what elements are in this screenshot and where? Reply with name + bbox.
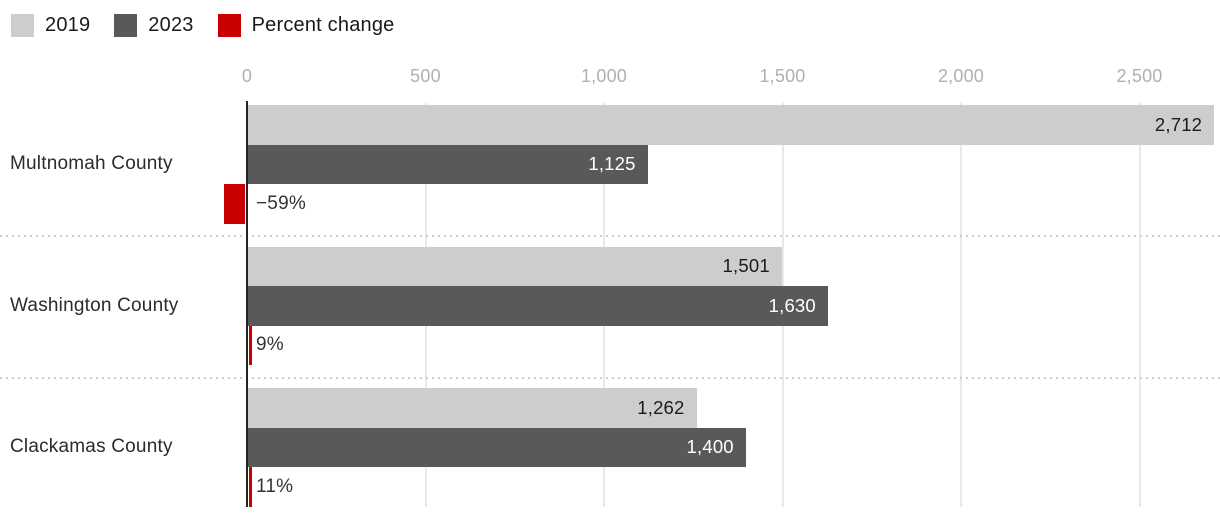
bar-percent-change-multnomah-county <box>224 184 246 224</box>
percent-change-label: 9% <box>256 334 284 356</box>
bar-2023-multnomah-county: 1,125 <box>246 144 648 184</box>
category-label: Multnomah County <box>10 153 173 175</box>
legend: 2019 2023 Percent change <box>11 14 395 37</box>
legend-label-2019: 2019 <box>45 14 91 36</box>
x-tick-label: 2,500 <box>1116 66 1163 86</box>
x-tick-label: 1,500 <box>759 66 806 86</box>
legend-label-2023: 2023 <box>148 14 194 36</box>
legend-swatch-2023 <box>114 14 138 37</box>
row-separator <box>0 376 1220 379</box>
legend-item-2023: 2023 <box>114 14 193 37</box>
value-label-2019: 2,712 <box>1154 113 1203 135</box>
legend-label-percent-change: Percent change <box>251 14 395 36</box>
category-label: Clackamas County <box>10 436 173 458</box>
value-label-2019: 1,262 <box>637 396 685 418</box>
x-tick-label: 0 <box>241 66 253 86</box>
row-separator <box>0 235 1220 237</box>
gridline-2,000 <box>960 103 962 507</box>
bar-percent-change-washington-county <box>248 325 252 365</box>
percent-change-label: 11% <box>256 475 294 497</box>
value-label-2019: 1,501 <box>722 255 770 277</box>
bar-percent-change-clackamas-county <box>248 467 253 507</box>
zero-axis-line <box>245 101 248 507</box>
category-label: Washington County <box>10 294 179 316</box>
bar-2019-clackamas-county: 1,262 <box>246 388 697 428</box>
legend-swatch-percent-change <box>217 14 241 37</box>
legend-swatch-2019 <box>11 14 34 37</box>
bar-2023-clackamas-county: 1,400 <box>246 427 746 467</box>
bar-2019-multnomah-county: 2,712 <box>246 105 1215 145</box>
bar-2023-washington-county: 1,630 <box>246 286 828 326</box>
value-label-2023: 1,630 <box>768 294 816 316</box>
x-tick-label: 500 <box>410 66 441 86</box>
x-tick-label: 2,000 <box>937 66 985 86</box>
bar-2019-washington-county: 1,501 <box>246 246 782 286</box>
x-tick-label: 1,000 <box>580 66 628 86</box>
percent-change-label: −59% <box>256 192 306 214</box>
legend-item-percent-change: Percent change <box>217 14 395 37</box>
value-label-2023: 1,125 <box>588 153 636 175</box>
legend-item-2019: 2019 <box>11 14 90 37</box>
gridline-2,500 <box>1138 103 1141 507</box>
value-label-2023: 1,400 <box>686 436 734 458</box>
